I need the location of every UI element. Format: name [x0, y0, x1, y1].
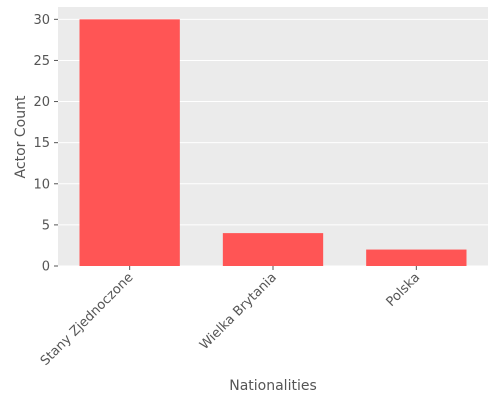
- y-tick-label: 10: [33, 177, 50, 192]
- x-tick-label: Stany Zjednoczone: [38, 270, 137, 369]
- y-tick-label: 25: [33, 54, 50, 69]
- y-axis-ticks: 0 5 10 15 20 25 30: [33, 13, 58, 275]
- y-tick-label: 20: [33, 95, 50, 110]
- bar: [222, 233, 324, 266]
- y-tick-label: 0: [42, 260, 50, 275]
- x-axis-ticks: Stany Zjednoczone Wielka Brytania Polska: [38, 266, 423, 369]
- x-tick-label: Polska: [384, 270, 424, 310]
- x-tick-label: Wielka Brytania: [197, 270, 280, 353]
- bar: [79, 19, 180, 267]
- y-tick-label: 5: [42, 218, 50, 233]
- x-axis-label: Nationalities: [229, 378, 317, 394]
- y-tick-label: 15: [33, 136, 50, 151]
- bar: [366, 249, 467, 266]
- y-axis-label: Actor Count: [13, 95, 29, 178]
- y-tick-label: 30: [33, 13, 50, 28]
- bars: [79, 19, 467, 267]
